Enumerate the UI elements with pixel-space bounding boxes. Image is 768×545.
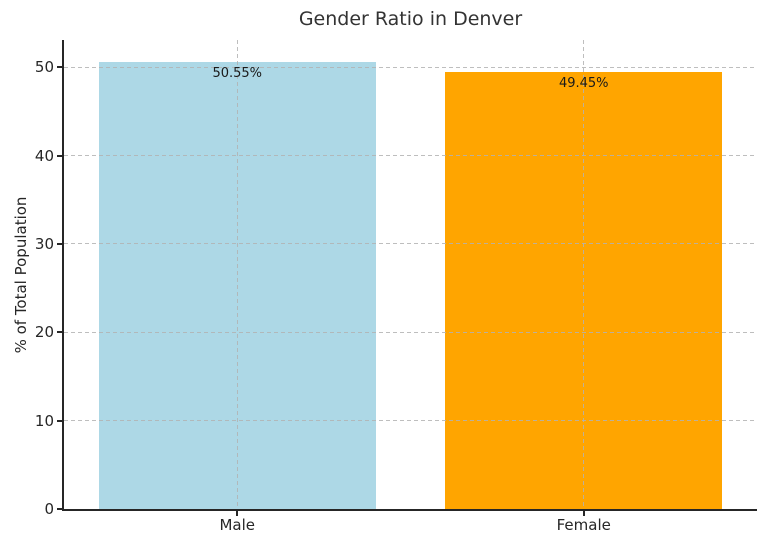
x-tick-mark xyxy=(236,511,239,516)
bar-value-label: 49.45% xyxy=(558,76,609,92)
x-tick-label-male: Male xyxy=(219,516,256,534)
vertical-gridline xyxy=(236,40,238,509)
horizontal-gridline xyxy=(64,243,757,245)
y-axis-spine xyxy=(62,40,64,511)
horizontal-gridline xyxy=(64,331,757,333)
bar-value-label: 50.55% xyxy=(212,66,263,82)
y-tick-mark xyxy=(57,508,62,510)
y-tick-mark xyxy=(57,419,62,422)
chart-title: Gender Ratio in Denver xyxy=(298,8,523,30)
horizontal-gridline xyxy=(64,66,757,68)
y-tick-label: 20 xyxy=(34,323,54,342)
y-tick-label: 50 xyxy=(34,58,54,77)
y-tick-label: 30 xyxy=(34,234,54,253)
horizontal-gridline xyxy=(64,155,757,157)
x-tick-mark xyxy=(582,511,585,516)
x-axis-spine xyxy=(62,509,757,511)
y-tick-mark xyxy=(57,154,62,157)
y-tick-mark xyxy=(57,331,62,334)
y-tick-mark xyxy=(57,66,62,69)
vertical-gridline xyxy=(583,40,585,509)
x-tick-label-female: Female xyxy=(556,516,611,534)
y-tick-label: 10 xyxy=(34,411,54,430)
y-tick-label: 0 xyxy=(44,500,54,518)
y-tick-label: 40 xyxy=(34,146,54,165)
y-axis-label: % of Total Population xyxy=(12,196,30,354)
horizontal-gridline xyxy=(64,420,757,422)
y-tick-mark xyxy=(57,242,62,245)
